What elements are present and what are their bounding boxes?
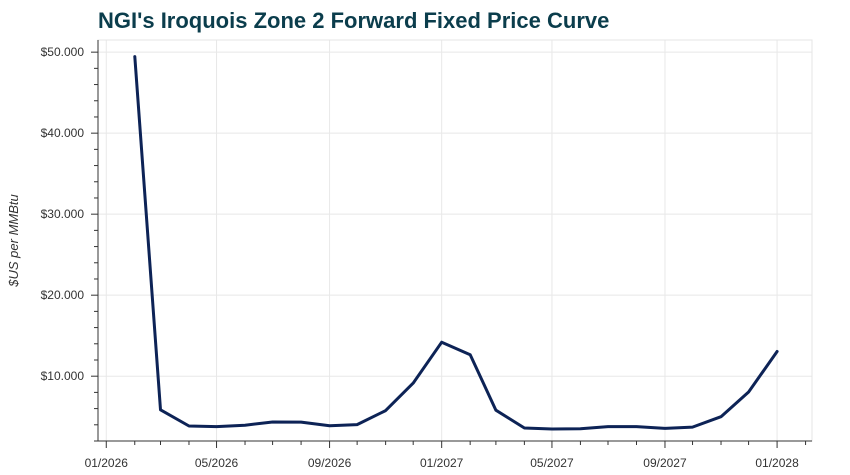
data-point (691, 426, 694, 429)
y-tick-label: $30.000 (41, 207, 85, 221)
series (133, 55, 779, 431)
data-point (440, 341, 443, 344)
x-tick-label: 01/2026 (85, 456, 129, 470)
data-point (469, 353, 472, 356)
data-point (187, 425, 190, 428)
data-point (300, 421, 303, 424)
axes: $10.000 $20.000 $30.000 $40.000 $50.000 01/20… (41, 40, 812, 470)
data-point (663, 427, 666, 430)
data-point (159, 408, 162, 411)
x-tick-label: 05/2026 (195, 456, 239, 470)
data-point (720, 415, 723, 418)
data-point (384, 409, 387, 412)
data-point (635, 425, 638, 428)
data-point (244, 424, 247, 427)
y-tick-label: $10.000 (41, 369, 85, 383)
x-tick-label: 09/2027 (643, 456, 687, 470)
y-tick-label: $50.000 (41, 45, 85, 59)
grid-lines (98, 40, 812, 441)
data-point (215, 425, 218, 428)
plot-frame (97, 39, 813, 442)
data-point (607, 425, 610, 428)
data-point (494, 409, 497, 412)
data-point (271, 420, 274, 423)
chart-title: NGI's Iroquois Zone 2 Forward Fixed Pric… (98, 8, 610, 33)
y-tick-label: $20.000 (41, 288, 85, 302)
data-point (133, 55, 136, 58)
data-point (523, 427, 526, 430)
data-point (412, 382, 415, 385)
series-line (133, 55, 779, 431)
data-point (747, 390, 750, 393)
x-tick-label: 05/2027 (530, 456, 574, 470)
data-point (579, 427, 582, 430)
y-axis-title: $US per MMBtu (6, 194, 21, 287)
x-tick-label: 01/2027 (420, 456, 464, 470)
data-point (550, 428, 553, 431)
y-tick-label: $40.000 (41, 126, 85, 140)
data-point (356, 423, 359, 426)
x-tick-label: 01/2028 (755, 456, 799, 470)
data-point (328, 424, 331, 427)
x-tick-label: 09/2026 (308, 456, 352, 470)
data-point (776, 350, 779, 353)
